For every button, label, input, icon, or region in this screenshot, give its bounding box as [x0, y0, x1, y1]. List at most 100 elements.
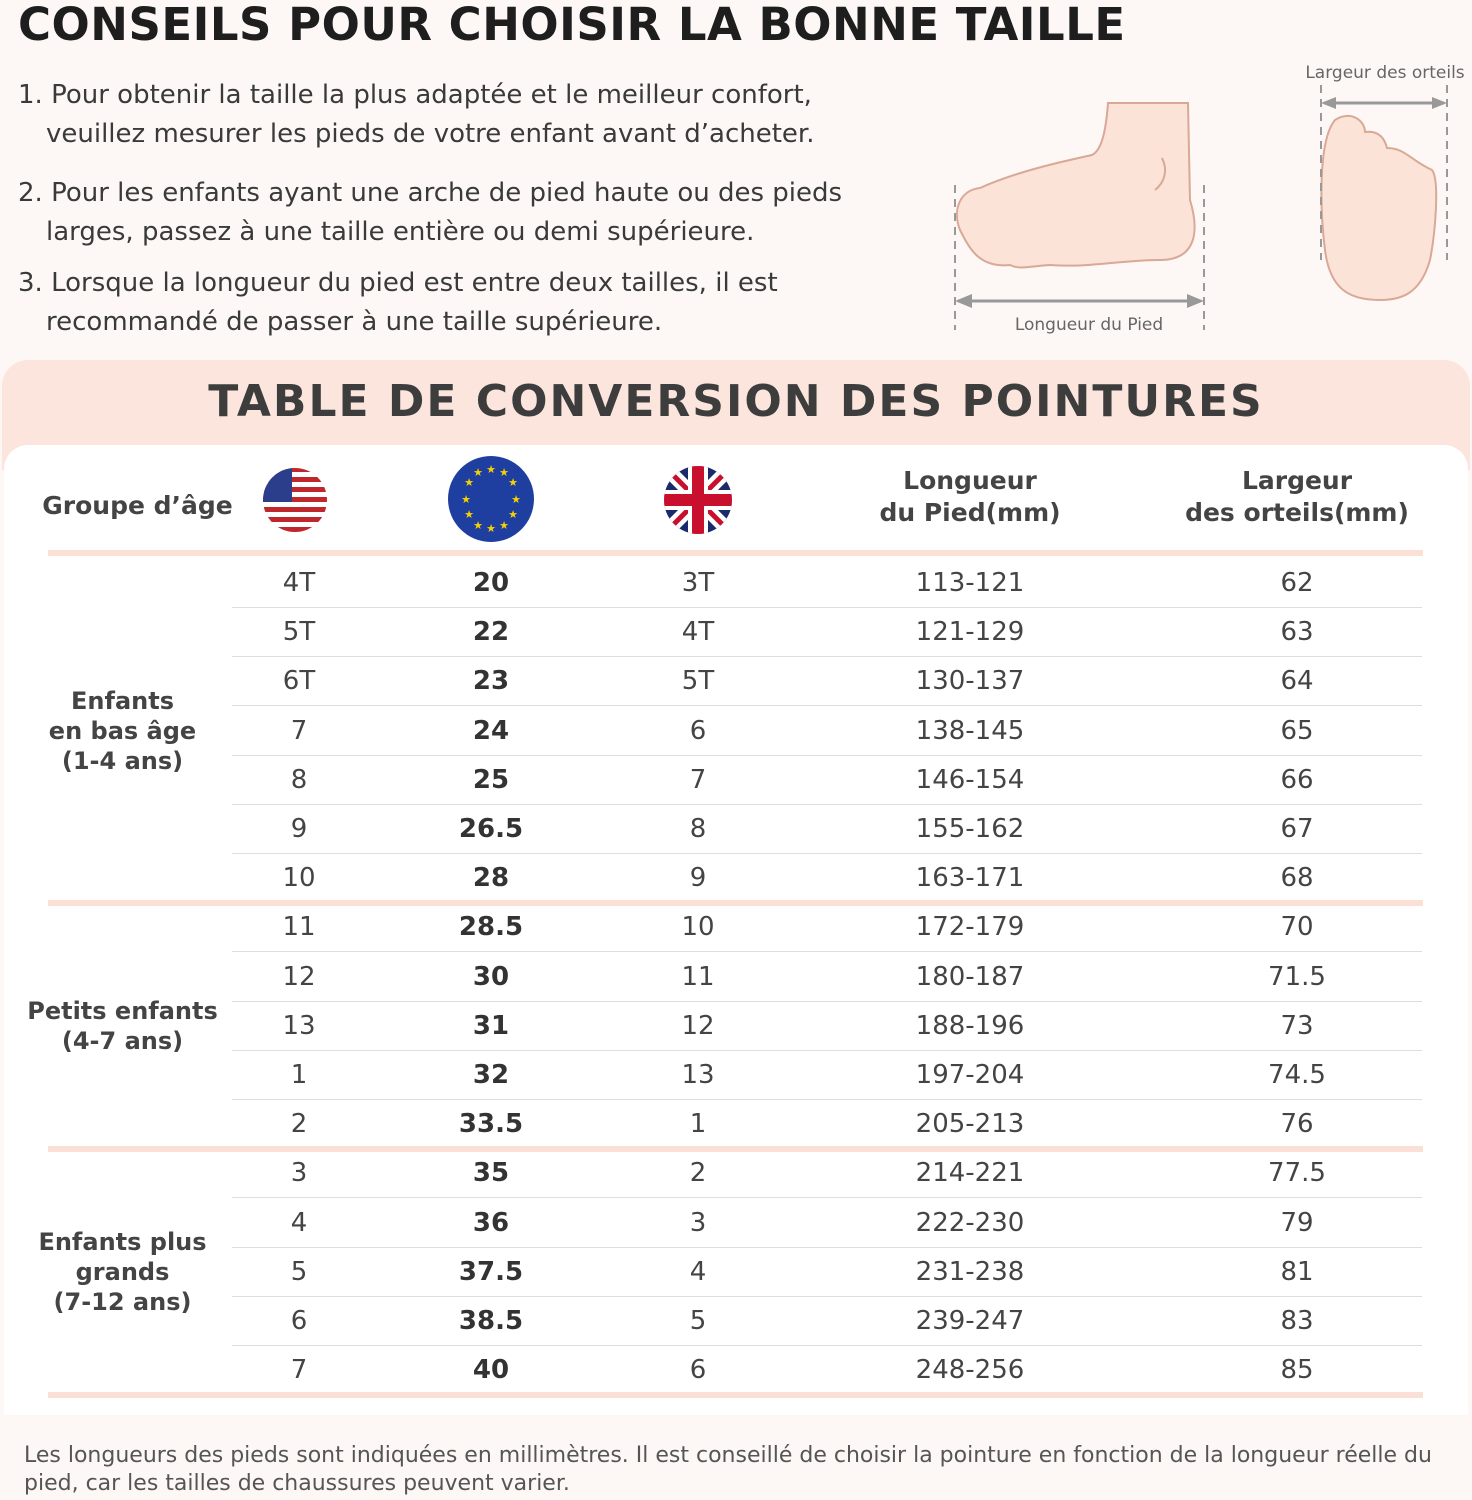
size-table-card — [4, 445, 1468, 1415]
width-label: Largeur des orteils — [1305, 63, 1464, 83]
length-label: Longueur du Pied — [1015, 315, 1163, 335]
age-group-label: Enfants plus grands (7-12 ans) — [38, 1227, 207, 1316]
us-size-cell: 8 — [290, 764, 308, 795]
tip-item: 3. Lorsque la longueur du pied est entre… — [18, 268, 778, 337]
eu-size-cell: 40 — [472, 1355, 510, 1386]
row-divider — [232, 1099, 1422, 1100]
row-divider — [232, 1345, 1422, 1346]
foot-length-cell: 231-238 — [915, 1256, 1025, 1287]
toe-width-cell: 74.5 — [1268, 1060, 1326, 1090]
us-size-cell: 12 — [282, 961, 316, 992]
uk-size-cell: 9 — [689, 863, 707, 894]
eu-size-cell: 30 — [472, 961, 510, 992]
us-size-cell: 9 — [290, 814, 308, 844]
svg-text:★: ★ — [464, 508, 474, 521]
us-size-cell: 10 — [282, 863, 316, 894]
svg-text:★: ★ — [464, 476, 474, 489]
table-title: TABLE DE CONVERSION DES POINTURES — [208, 376, 1264, 427]
us-size-cell: 6 — [290, 1306, 308, 1336]
uk-size-cell: 4T — [681, 617, 715, 648]
age-group-label: Enfants en bas âge (1-4 ans) — [48, 686, 197, 775]
toe-width-cell: 76 — [1280, 1109, 1314, 1140]
toe-width-cell: 83 — [1280, 1306, 1314, 1336]
group-separator — [48, 1391, 1423, 1398]
uk-size-cell: 2 — [689, 1158, 707, 1189]
side-foot-icon — [955, 102, 1196, 269]
uk-size-cell: 5T — [681, 666, 715, 697]
us-size-cell: 13 — [282, 1010, 316, 1041]
toe-width-cell: 64 — [1280, 666, 1314, 697]
tip-item: 1. Pour obtenir la taille la plus adapté… — [18, 80, 815, 149]
toe-width-cell: 77.5 — [1268, 1158, 1326, 1189]
foot-length-cell: 146-154 — [915, 764, 1025, 795]
tip-item: 2. Pour les enfants ayant une arche de p… — [18, 178, 843, 247]
us-size-cell: 11 — [282, 912, 316, 943]
foot-measurement-illustration: Longueur du Pied Largeur des orteils — [954, 63, 1465, 335]
row-divider — [232, 705, 1422, 707]
uk-size-cell: 11 — [681, 961, 715, 992]
svg-text:★: ★ — [508, 508, 518, 521]
toe-width-cell: 63 — [1280, 617, 1314, 648]
sole-foot-icon — [1320, 114, 1438, 302]
row-divider — [232, 951, 1422, 953]
uk-size-cell: 13 — [681, 1060, 715, 1090]
uk-size-cell: 4 — [689, 1256, 707, 1287]
foot-length-cell: 222-230 — [915, 1207, 1025, 1238]
uk-size-cell: 6 — [689, 715, 707, 746]
foot-length-cell: 180-187 — [915, 961, 1025, 992]
foot-length-cell: 155-162 — [915, 814, 1025, 844]
eu-size-cell: 36 — [472, 1207, 510, 1238]
eu-size-cell: 35 — [472, 1158, 510, 1189]
eu-size-cell: 37.5 — [458, 1256, 524, 1287]
eu-size-cell: 32 — [472, 1060, 510, 1090]
us-size-cell: 3 — [290, 1158, 308, 1189]
uk-size-cell: 6 — [689, 1355, 707, 1386]
eu-flag-icon: ★ ★★★★★★★★★★★ — [448, 456, 534, 542]
eu-size-cell: 33.5 — [458, 1109, 524, 1140]
row-divider — [232, 656, 1422, 658]
footnote: Les longueurs des pieds sont indiquées e… — [24, 1443, 1432, 1496]
group-separator — [48, 1145, 1423, 1152]
foot-length-cell: 130-137 — [915, 666, 1025, 697]
uk-size-cell: 7 — [689, 764, 707, 795]
toe-width-cell: 73 — [1280, 1010, 1314, 1041]
eu-size-cell: 31 — [472, 1010, 510, 1041]
foot-length-cell: 214-221 — [915, 1158, 1025, 1189]
svg-text:★: ★ — [473, 519, 483, 532]
row-divider — [232, 1246, 1422, 1248]
uk-size-cell: 3T — [681, 568, 715, 598]
group-separator — [48, 899, 1423, 906]
toe-width-cell: 66 — [1280, 764, 1314, 795]
foot-length-cell: 239-247 — [915, 1306, 1025, 1336]
foot-length-cell: 172-179 — [915, 912, 1025, 943]
row-divider — [232, 853, 1422, 854]
toe-width-cell: 68 — [1280, 863, 1314, 894]
row-divider — [232, 607, 1422, 608]
svg-text:★: ★ — [508, 476, 518, 489]
foot-length-cell: 248-256 — [915, 1355, 1025, 1386]
toe-width-cell: 65 — [1280, 715, 1314, 746]
foot-length-cell: 121-129 — [915, 617, 1025, 648]
us-size-cell: 5 — [290, 1256, 308, 1287]
toe-width-cell: 70 — [1280, 912, 1314, 943]
row-divider — [232, 754, 1422, 756]
eu-size-cell: 28 — [472, 863, 510, 894]
toe-width-cell: 81 — [1280, 1256, 1314, 1287]
row-divider — [232, 803, 1422, 805]
eu-size-cell: 28.5 — [458, 912, 524, 943]
foot-length-cell: 113-121 — [915, 568, 1025, 598]
us-flag-icon — [263, 468, 327, 532]
uk-size-cell: 3 — [689, 1207, 707, 1238]
us-size-cell: 2 — [290, 1109, 308, 1140]
us-size-cell: 1 — [290, 1060, 308, 1090]
eu-size-cell: 24 — [472, 715, 510, 746]
header-foot-length: Longueur du Pied(mm) — [879, 466, 1061, 527]
uk-size-cell: 1 — [689, 1109, 707, 1140]
uk-flag-icon — [664, 466, 732, 534]
uk-size-cell: 10 — [681, 912, 715, 943]
eu-size-cell: 25 — [472, 764, 510, 795]
svg-text:★: ★ — [461, 493, 471, 506]
foot-length-cell: 138-145 — [915, 715, 1025, 746]
us-size-cell: 6T — [282, 666, 316, 697]
header-toe-width: Largeur des orteils(mm) — [1185, 466, 1409, 527]
